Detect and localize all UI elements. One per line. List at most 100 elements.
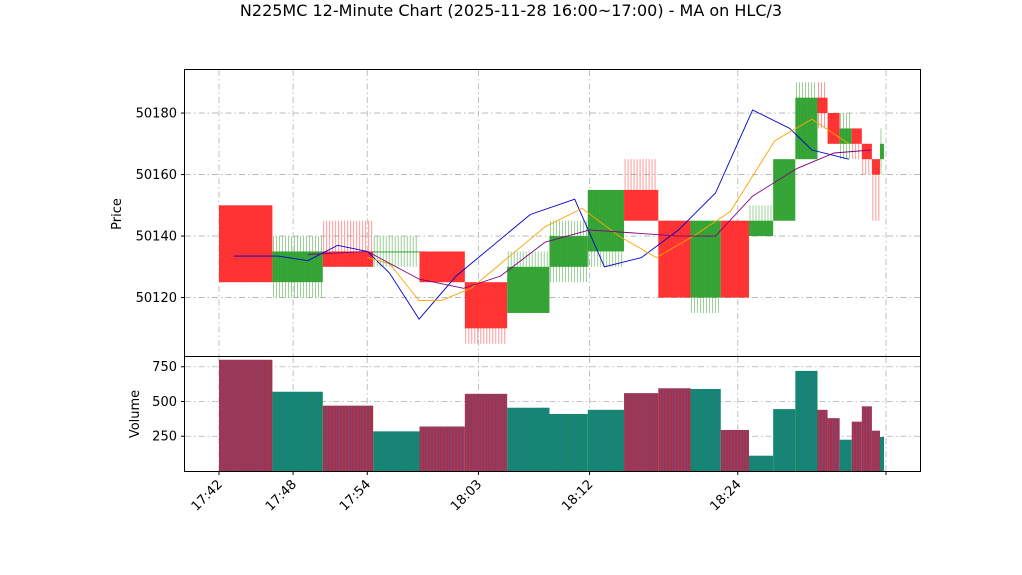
candle-body <box>879 143 884 160</box>
candle-0 <box>219 205 273 283</box>
volume-bar-fill <box>549 414 588 471</box>
candle-body <box>322 251 374 267</box>
candle-body <box>748 220 774 237</box>
volume-bar-17 <box>827 418 840 471</box>
volume-bar-fill <box>272 391 323 471</box>
volume-bar-13 <box>748 455 774 471</box>
volume-tick-label-2: 750 <box>152 360 177 375</box>
candle-16 <box>817 82 828 129</box>
volume-bar-4 <box>419 426 465 471</box>
volume-bar-fill <box>658 388 691 471</box>
price-tick-label-0: 50120 <box>136 291 177 306</box>
candle-body <box>817 97 828 114</box>
price-axis: 50120 50140 50160 50180 <box>136 107 185 306</box>
candle-body <box>861 143 872 160</box>
volume-bar-15 <box>795 370 818 471</box>
volume-bar-20 <box>861 406 872 471</box>
volume-bar-7 <box>549 414 588 471</box>
volume-bar-19 <box>851 421 862 471</box>
time-tick-label-0: 17:42 <box>189 477 226 514</box>
candle-3 <box>373 236 420 267</box>
volume-bar-9 <box>624 393 659 471</box>
volume-bar-8 <box>587 409 625 471</box>
time-tick-label-4: 18:12 <box>559 477 596 514</box>
candle-2 <box>322 220 374 267</box>
candle-body <box>795 97 818 160</box>
candle-12 <box>720 220 749 298</box>
volume-bar-21 <box>871 430 880 471</box>
candle-11 <box>690 220 721 313</box>
volume-bar-fill <box>827 418 840 471</box>
volume-bar-fill <box>507 407 550 471</box>
volume-axis-label: Volume <box>128 390 143 438</box>
candle-body <box>871 159 880 175</box>
candle-body <box>464 282 508 329</box>
candle-body <box>773 159 796 221</box>
candle-6 <box>507 251 550 313</box>
candle-19 <box>851 128 862 160</box>
volume-bars <box>219 359 884 471</box>
candle-body <box>658 220 691 298</box>
candle-body <box>690 220 721 298</box>
candle-body <box>219 205 273 283</box>
candle-body <box>419 251 465 283</box>
volume-bar-fill <box>690 388 721 471</box>
volume-bar-fill <box>322 405 374 471</box>
candle-body <box>587 189 625 252</box>
candle-4 <box>419 251 465 283</box>
candle-body <box>827 113 840 144</box>
price-tick-label-2: 50160 <box>136 168 177 183</box>
volume-bar-fill <box>419 426 465 471</box>
time-tick-label-1: 17:48 <box>263 477 300 514</box>
volume-bar-16 <box>817 409 828 471</box>
price-axis-label: Price <box>110 198 125 230</box>
price-candles <box>219 82 884 344</box>
volume-panel-frame <box>184 356 921 472</box>
candle-1 <box>272 236 323 298</box>
volume-bar-18 <box>839 439 852 471</box>
volume-bar-fill <box>219 359 273 471</box>
moving-average-line-1 <box>367 118 850 302</box>
volume-bar-5 <box>464 393 508 471</box>
candle-17 <box>827 113 840 144</box>
candle-body <box>373 251 420 253</box>
candle-body <box>549 236 588 267</box>
price-tick-label-3: 50180 <box>136 107 177 122</box>
chart-title: N225MC 12-Minute Chart (2025-11-28 16:00… <box>240 1 782 20</box>
time-axis: 17:42 17:48 17:54 18:03 18:12 18:24 <box>189 471 887 514</box>
moving-average-lines <box>233 109 872 320</box>
volume-bar-fill <box>748 455 774 471</box>
volume-bar-12 <box>720 429 749 471</box>
candle-7 <box>549 220 588 283</box>
time-tick-label-3: 18:03 <box>448 477 485 514</box>
candle-22 <box>879 128 884 175</box>
volume-bar-fill <box>871 430 880 471</box>
candle-body <box>624 189 659 221</box>
volume-tick-label-0: 250 <box>152 430 177 445</box>
candle-14 <box>773 159 796 221</box>
volume-bar-fill <box>839 439 852 471</box>
volume-tick-label-1: 500 <box>152 395 177 410</box>
candle-8 <box>587 189 625 267</box>
volume-bar-3 <box>373 431 420 471</box>
candle-20 <box>861 143 872 175</box>
volume-bar-10 <box>658 388 691 471</box>
volume-bar-0 <box>219 359 273 471</box>
candle-21 <box>871 159 880 221</box>
candle-body <box>507 266 550 313</box>
volume-bar-22 <box>879 436 884 471</box>
time-tick-label-2: 17:54 <box>337 477 374 514</box>
moving-average-line-0 <box>233 109 850 320</box>
candle-5 <box>464 282 508 344</box>
time-tick-label-5: 18:24 <box>708 477 745 514</box>
price-tick-label-1: 50140 <box>136 230 177 245</box>
moving-average-line-2 <box>307 149 872 289</box>
volume-bar-fill <box>464 393 508 471</box>
volume-bar-fill <box>587 409 625 471</box>
candle-body <box>851 128 862 144</box>
candle-13 <box>748 205 774 237</box>
candle-9 <box>624 159 659 221</box>
volume-bar-2 <box>322 405 374 471</box>
